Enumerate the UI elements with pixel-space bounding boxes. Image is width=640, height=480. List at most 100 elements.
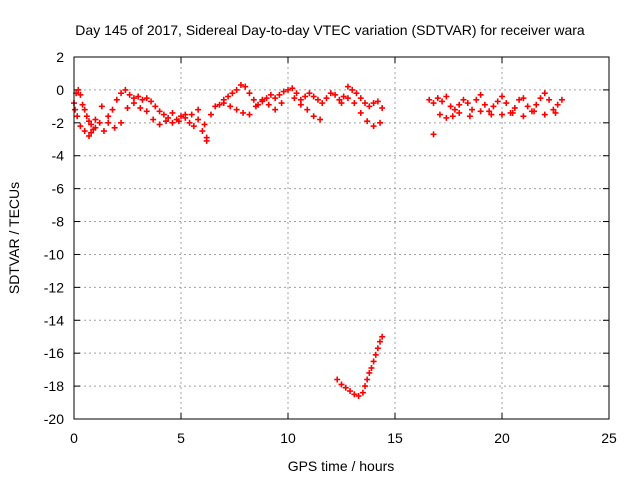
plot-frame xyxy=(73,56,610,420)
x-tick-label: 0 xyxy=(70,430,78,446)
data-point xyxy=(469,106,476,113)
data-point xyxy=(430,100,437,107)
data-point xyxy=(357,109,364,116)
data-point xyxy=(79,101,86,108)
data-point xyxy=(488,111,495,118)
data-point xyxy=(135,93,142,100)
data-point xyxy=(195,106,202,113)
data-point xyxy=(550,106,557,113)
data-point xyxy=(327,90,334,97)
data-point xyxy=(436,111,443,118)
data-point xyxy=(533,101,540,108)
data-point xyxy=(111,124,118,131)
data-point xyxy=(246,90,253,97)
data-point xyxy=(351,391,358,398)
data-point xyxy=(477,108,484,115)
data-point xyxy=(362,100,369,107)
y-tick-label: -6 xyxy=(52,181,65,197)
data-point xyxy=(195,116,202,123)
data-point xyxy=(377,119,384,126)
data-point xyxy=(237,81,244,88)
data-point xyxy=(229,90,236,97)
data-point xyxy=(342,384,349,391)
y-tick-label: 2 xyxy=(56,49,64,65)
data-point xyxy=(156,121,163,128)
data-point xyxy=(466,113,473,120)
data-point xyxy=(137,105,144,112)
data-point xyxy=(263,95,270,102)
data-point xyxy=(96,119,103,126)
data-point xyxy=(83,113,90,120)
data-points xyxy=(71,81,565,399)
data-point xyxy=(148,98,155,105)
data-point xyxy=(511,105,518,112)
data-point xyxy=(362,383,369,390)
data-point xyxy=(516,96,523,103)
data-point xyxy=(289,85,296,92)
data-point xyxy=(370,100,377,107)
data-point xyxy=(252,103,259,110)
data-point xyxy=(434,95,441,102)
y-tick-label: -8 xyxy=(52,214,65,230)
data-point xyxy=(278,100,285,107)
data-point xyxy=(160,111,167,118)
grid xyxy=(74,57,609,419)
data-point xyxy=(481,101,488,108)
data-point xyxy=(88,129,95,136)
data-point xyxy=(227,103,234,110)
x-tick-label: 20 xyxy=(494,430,510,446)
data-point xyxy=(77,123,84,130)
data-point xyxy=(85,118,92,125)
data-point xyxy=(323,95,330,102)
data-point xyxy=(499,93,505,100)
data-point xyxy=(537,95,544,102)
data-point xyxy=(92,116,99,123)
data-point xyxy=(310,93,317,100)
data-point xyxy=(370,123,377,130)
data-point xyxy=(265,101,272,108)
data-point xyxy=(379,333,386,340)
data-point xyxy=(336,96,343,103)
data-point xyxy=(242,83,249,90)
data-point xyxy=(98,103,105,110)
x-tick-label: 10 xyxy=(280,430,296,446)
data-point xyxy=(364,376,371,383)
data-point xyxy=(81,128,88,135)
data-point xyxy=(338,100,345,107)
data-point xyxy=(150,116,157,123)
data-point xyxy=(100,128,107,135)
y-tick-label: -20 xyxy=(44,411,64,427)
data-point xyxy=(494,98,501,105)
x-tick-label: 15 xyxy=(387,430,403,446)
data-point xyxy=(364,118,371,125)
data-point xyxy=(297,101,304,108)
data-point xyxy=(201,121,208,128)
data-point xyxy=(338,381,345,388)
data-point xyxy=(509,109,516,116)
data-point xyxy=(272,106,279,113)
data-point xyxy=(531,108,538,115)
data-point xyxy=(143,95,150,102)
data-point xyxy=(124,105,131,112)
data-point xyxy=(156,108,163,115)
data-point xyxy=(220,100,227,107)
y-axis-label: SDTVAR / TECUs xyxy=(6,182,22,294)
data-point xyxy=(118,119,125,126)
data-point xyxy=(443,93,450,100)
y-tick-label: -10 xyxy=(44,246,64,262)
data-point xyxy=(130,100,137,107)
data-point xyxy=(105,119,112,126)
data-point xyxy=(276,91,283,98)
chart-title: Day 145 of 2017, Sidereal Day-to-day VTE… xyxy=(75,22,585,38)
data-point xyxy=(349,86,356,93)
data-point xyxy=(169,119,176,126)
x-axis-label: GPS time / hours xyxy=(288,458,395,474)
data-point xyxy=(359,389,366,396)
data-point xyxy=(372,351,379,358)
data-point xyxy=(143,108,150,115)
data-point xyxy=(163,118,170,125)
data-point xyxy=(426,96,433,103)
data-point xyxy=(374,98,381,105)
data-point xyxy=(374,345,381,352)
